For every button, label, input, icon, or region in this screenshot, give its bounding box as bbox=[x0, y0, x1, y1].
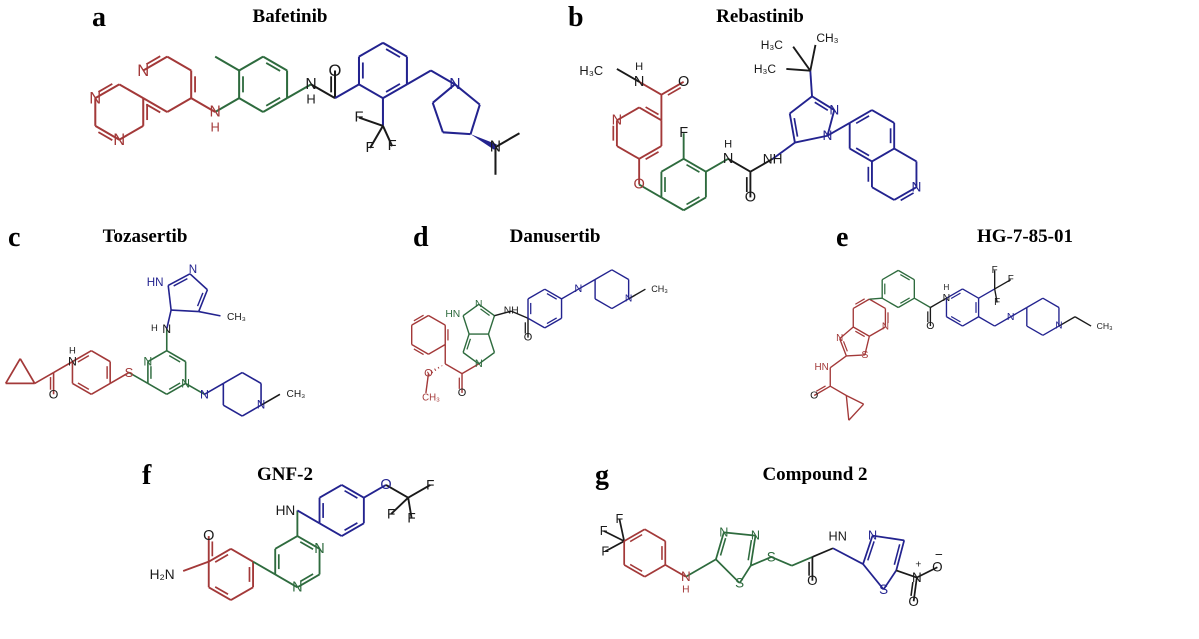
svg-text:F: F bbox=[1008, 274, 1014, 285]
svg-text:N: N bbox=[751, 528, 760, 542]
svg-text:N: N bbox=[138, 61, 150, 80]
svg-text:N: N bbox=[681, 569, 691, 584]
svg-text:O: O bbox=[380, 477, 391, 493]
svg-text:CH₃: CH₃ bbox=[651, 284, 668, 294]
svg-text:N: N bbox=[210, 104, 221, 121]
svg-text:N: N bbox=[68, 355, 77, 369]
svg-text:H: H bbox=[724, 139, 732, 151]
svg-text:N: N bbox=[882, 321, 889, 332]
svg-text:F: F bbox=[366, 140, 375, 156]
svg-text:F: F bbox=[355, 110, 364, 126]
svg-text:O: O bbox=[932, 560, 942, 575]
svg-text:F: F bbox=[601, 544, 609, 558]
svg-text:O: O bbox=[908, 594, 918, 609]
svg-text:NH: NH bbox=[763, 152, 783, 167]
svg-text:N: N bbox=[868, 528, 877, 542]
svg-text:N: N bbox=[1055, 320, 1062, 331]
svg-text:N: N bbox=[822, 128, 832, 143]
svg-text:N: N bbox=[634, 74, 645, 90]
svg-text:HN: HN bbox=[828, 529, 846, 543]
svg-text:N: N bbox=[189, 263, 197, 276]
svg-text:H₃C: H₃C bbox=[754, 62, 777, 76]
svg-text:N: N bbox=[719, 525, 728, 539]
svg-text:CH₃: CH₃ bbox=[1097, 321, 1113, 331]
svg-text:HN: HN bbox=[814, 362, 828, 373]
svg-text:O: O bbox=[678, 74, 689, 90]
svg-text:H: H bbox=[307, 92, 316, 107]
svg-text:HN: HN bbox=[147, 276, 164, 289]
svg-text:F: F bbox=[992, 264, 998, 275]
svg-text:S: S bbox=[861, 349, 868, 361]
svg-text:O: O bbox=[633, 177, 644, 193]
svg-text:N: N bbox=[625, 293, 632, 304]
svg-text:N: N bbox=[314, 541, 324, 557]
svg-text:O: O bbox=[926, 320, 934, 332]
svg-text:O: O bbox=[745, 190, 756, 206]
svg-text:+: + bbox=[915, 559, 921, 570]
svg-text:F: F bbox=[679, 125, 688, 141]
svg-text:H: H bbox=[211, 119, 220, 134]
svg-text:H: H bbox=[69, 344, 76, 355]
svg-text:F: F bbox=[994, 297, 1000, 308]
svg-text:S: S bbox=[735, 575, 744, 590]
svg-text:F: F bbox=[615, 512, 623, 526]
svg-text:CH₃: CH₃ bbox=[816, 31, 838, 45]
svg-text:F: F bbox=[387, 507, 395, 522]
svg-text:F: F bbox=[408, 511, 416, 526]
svg-text:H: H bbox=[944, 283, 950, 292]
svg-text:N: N bbox=[912, 570, 922, 585]
svg-text:F: F bbox=[426, 478, 434, 493]
svg-text:O: O bbox=[329, 61, 342, 80]
svg-text:N: N bbox=[836, 333, 843, 344]
svg-text:O: O bbox=[203, 528, 214, 544]
svg-text:H₃C: H₃C bbox=[579, 63, 603, 78]
svg-text:N: N bbox=[90, 89, 102, 108]
svg-text:H: H bbox=[682, 584, 689, 595]
svg-text:HN: HN bbox=[276, 503, 296, 518]
svg-text:O: O bbox=[807, 573, 817, 588]
svg-text:O: O bbox=[49, 387, 59, 401]
svg-text:N: N bbox=[829, 103, 839, 118]
svg-text:F: F bbox=[599, 524, 607, 538]
svg-text:N: N bbox=[911, 180, 921, 195]
svg-text:N: N bbox=[114, 130, 126, 149]
svg-text:N: N bbox=[723, 151, 734, 167]
svg-text:O: O bbox=[810, 389, 818, 401]
svg-text:H: H bbox=[635, 61, 643, 73]
svg-text:N: N bbox=[306, 76, 317, 93]
svg-text:H₃C: H₃C bbox=[761, 38, 784, 52]
svg-text:F: F bbox=[388, 138, 397, 154]
svg-text:N: N bbox=[1007, 310, 1015, 322]
svg-text:H₂N: H₂N bbox=[150, 567, 175, 582]
svg-text:S: S bbox=[879, 582, 888, 597]
svg-text:N: N bbox=[450, 76, 461, 93]
svg-text:N: N bbox=[292, 579, 302, 595]
svg-text:N: N bbox=[943, 292, 951, 304]
svg-text:N: N bbox=[612, 113, 623, 129]
svg-text:S: S bbox=[766, 549, 775, 564]
